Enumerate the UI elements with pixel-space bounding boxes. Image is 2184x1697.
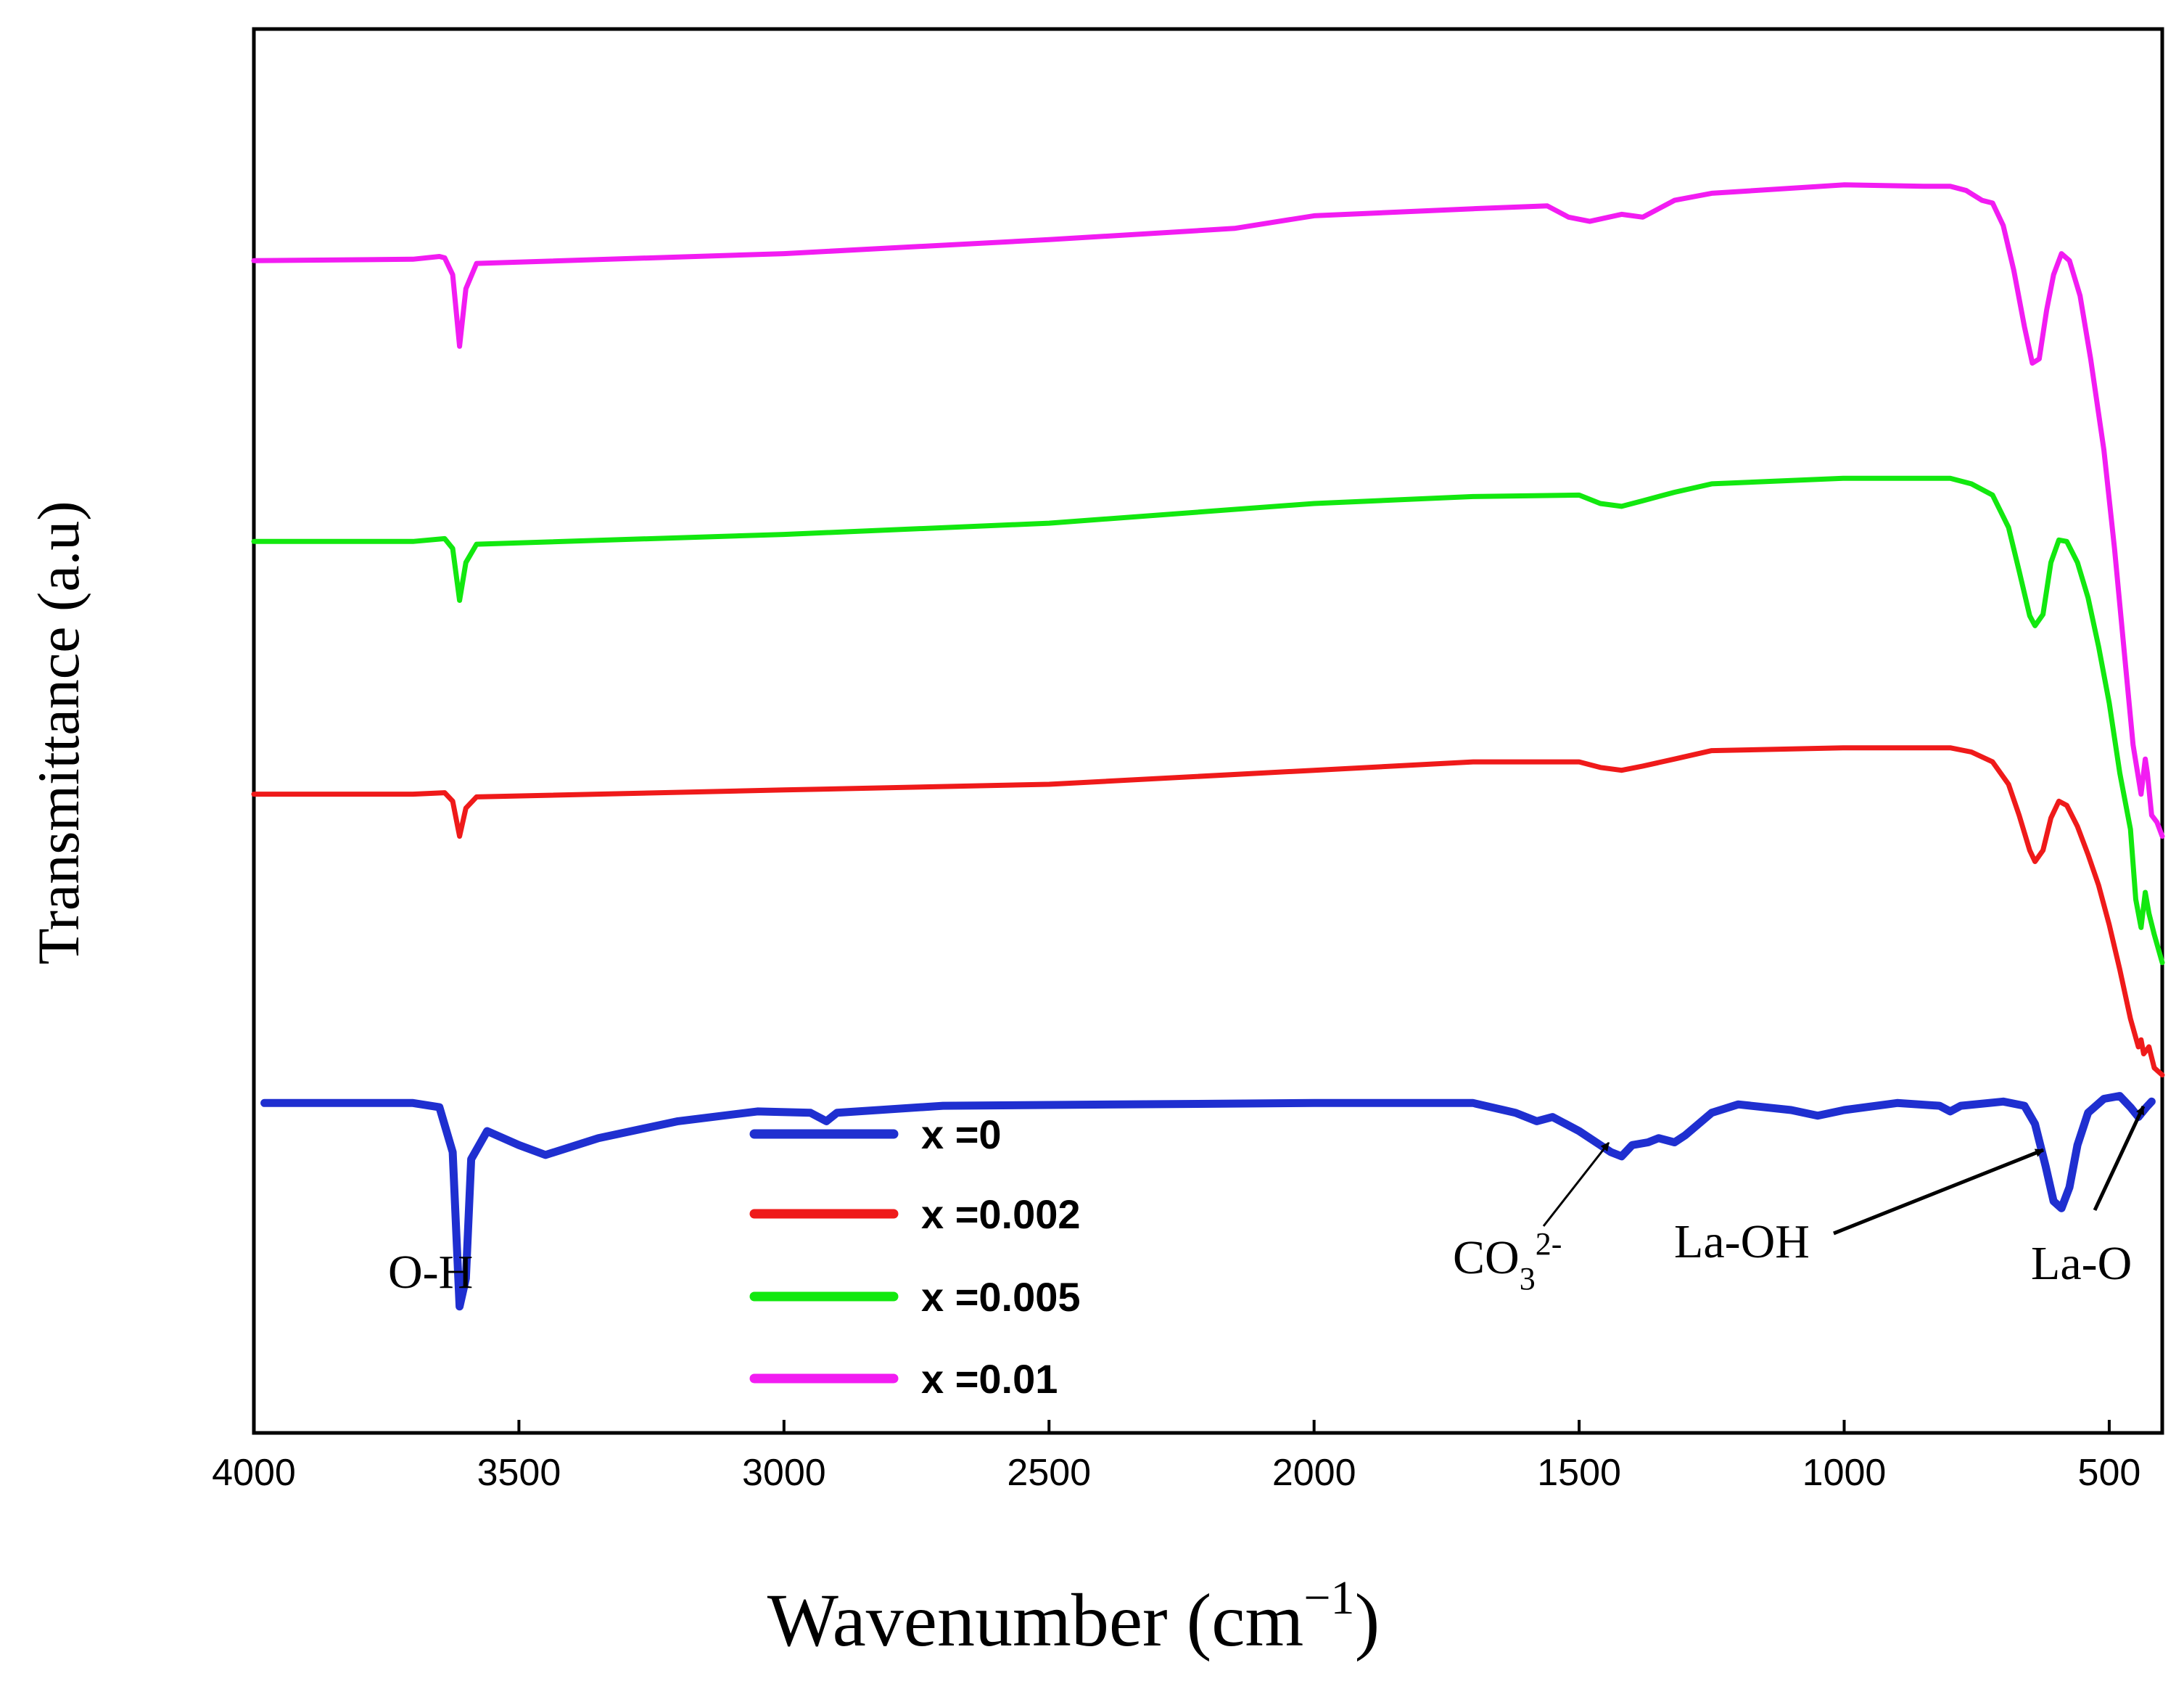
x-axis-title-close: ) [1355, 1579, 1380, 1662]
legend-label-x0: x =0 [921, 1112, 1002, 1157]
annotation-co3-main: CO [1453, 1231, 1520, 1284]
annotation-oh: O-H [388, 1246, 473, 1299]
annotation-laoh: La-OH [1674, 1215, 1810, 1268]
series-layer [251, 182, 2165, 1311]
annotation-co3: CO32- [1453, 1226, 1562, 1297]
legend-label-x001: x =0.01 [921, 1356, 1058, 1402]
x-tick-label: 2000 [1272, 1452, 1356, 1494]
x-tick-label: 500 [2078, 1452, 2141, 1494]
annotation-laoh-arrow [1833, 1148, 2045, 1236]
legend-label-x0005: x =0.005 [921, 1274, 1081, 1320]
plot-frame [252, 27, 2164, 1435]
series-line-x0002 [251, 745, 2165, 1078]
y-axis-title: Transmittance (a.u) [25, 501, 91, 964]
annotation-co3-superscript: 2- [1536, 1226, 1562, 1262]
x-axis-title: Wavenumber (cm−1) [767, 1571, 1380, 1662]
x-axis-title-main: Wavenumber (cm [767, 1579, 1304, 1662]
legend: x =0 x =0.002 x =0.005 x =0.01 [749, 1112, 1081, 1402]
x-axis-title-superscript: −1 [1303, 1571, 1354, 1624]
series-line-x0005 [251, 475, 2165, 966]
annotations: O-H CO32- La-OH La-O [388, 1105, 2146, 1299]
legend-label-x0002: x =0.002 [921, 1191, 1081, 1237]
x-tick-label: 4000 [212, 1452, 296, 1494]
series-line-x0 [260, 1092, 2156, 1311]
annotation-lao-arrow [2093, 1105, 2146, 1212]
x-tick-label: 2500 [1007, 1452, 1091, 1494]
x-tick-label: 3000 [742, 1452, 826, 1494]
annotation-lao: La-O [2031, 1237, 2132, 1290]
series-line-x001 [251, 182, 2165, 839]
annotation-co3-subscript: 3 [1520, 1261, 1536, 1297]
x-axis-ticks: 4000 3500 3000 2500 2000 1500 1000 500 [212, 1420, 2140, 1494]
x-tick-label: 1500 [1537, 1452, 1621, 1494]
annotation-co3-arrow [1542, 1142, 1610, 1227]
x-tick-label: 1000 [1802, 1452, 1887, 1494]
x-tick-label: 3500 [477, 1452, 561, 1494]
